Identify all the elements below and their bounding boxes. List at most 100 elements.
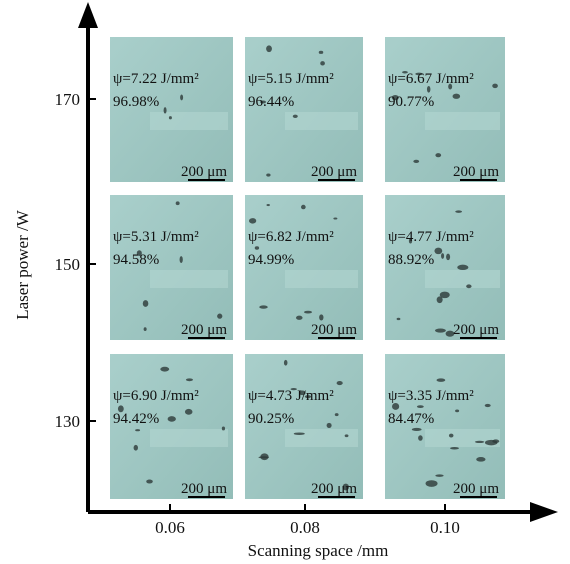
scale-bar-label: 200 μm bbox=[311, 164, 357, 180]
defect bbox=[446, 254, 450, 260]
defect bbox=[260, 453, 268, 460]
stitch-band bbox=[150, 112, 228, 130]
defect bbox=[319, 314, 323, 320]
defect bbox=[185, 409, 193, 415]
energy-label: ψ=3.35 J/mm² bbox=[388, 388, 474, 404]
scale-bar-label: 200 μm bbox=[181, 481, 227, 497]
defect bbox=[160, 367, 169, 372]
y-tick-label: 130 bbox=[55, 412, 81, 431]
defect bbox=[294, 432, 305, 435]
density-label: 94.58% bbox=[113, 252, 159, 268]
defect bbox=[435, 474, 443, 476]
y-axis-title: Laser power /W bbox=[13, 209, 32, 319]
scale-bar-label: 200 μm bbox=[453, 481, 499, 497]
defect bbox=[437, 378, 446, 382]
density-label: 96.98% bbox=[113, 94, 159, 110]
stitch-band bbox=[150, 270, 228, 288]
defect bbox=[180, 256, 183, 263]
defect bbox=[169, 116, 172, 119]
defect bbox=[455, 410, 459, 413]
scale-bar-label: 200 μm bbox=[453, 322, 499, 338]
defect bbox=[134, 445, 138, 451]
defect bbox=[453, 94, 461, 99]
x-tick-label: 0.10 bbox=[430, 518, 460, 537]
defect bbox=[186, 378, 193, 381]
page: ψ=7.22 J/mm² 96.98% 200 μm ψ=5.15 J/mm² 96.4… bbox=[0, 0, 570, 564]
energy-label: ψ=6.67 J/mm² bbox=[388, 71, 474, 87]
density-label: 90.77% bbox=[388, 94, 434, 110]
micrograph: ψ=5.15 J/mm² 96.44% 200 μm bbox=[245, 37, 363, 182]
defect bbox=[259, 305, 267, 308]
micrograph: ψ=4.73 J/mm² 90.25% 200 μm bbox=[245, 354, 363, 499]
defect bbox=[450, 447, 459, 449]
defect bbox=[320, 61, 325, 65]
energy-label: ψ=6.90 J/mm² bbox=[113, 388, 199, 404]
density-label: 90.25% bbox=[248, 411, 294, 427]
density-label: 94.42% bbox=[113, 411, 159, 427]
y-arrow bbox=[78, 2, 98, 28]
density-label: 96.44% bbox=[248, 94, 294, 110]
defect bbox=[435, 329, 446, 333]
defect bbox=[304, 311, 312, 314]
energy-label: ψ=6.82 J/mm² bbox=[248, 229, 334, 245]
energy-label: ψ=4.73 J/mm² bbox=[248, 388, 334, 404]
scale-bar-label: 200 μm bbox=[311, 481, 357, 497]
defect bbox=[337, 381, 343, 385]
defect bbox=[266, 45, 272, 52]
energy-label: ψ=4.77 J/mm² bbox=[388, 229, 474, 245]
defect bbox=[466, 284, 471, 288]
defect bbox=[434, 248, 442, 255]
x-tick-label: 0.08 bbox=[290, 518, 320, 537]
micrograph: ψ=5.31 J/mm² 94.58% 200 μm bbox=[110, 195, 233, 340]
energy-label: ψ=5.31 J/mm² bbox=[113, 229, 199, 245]
y-tick-label: 150 bbox=[55, 255, 81, 274]
energy-label: ψ=5.15 J/mm² bbox=[248, 71, 334, 87]
defect bbox=[426, 480, 438, 487]
defect bbox=[164, 107, 167, 113]
defect bbox=[319, 51, 323, 54]
defect bbox=[335, 413, 339, 416]
scale-bar-label: 200 μm bbox=[453, 164, 499, 180]
defect bbox=[435, 153, 441, 157]
defect bbox=[180, 95, 183, 101]
energy-label: ψ=7.22 J/mm² bbox=[113, 71, 199, 87]
stitch-band bbox=[285, 429, 358, 447]
y-tick-label: 170 bbox=[55, 90, 81, 109]
stitch-band bbox=[425, 112, 500, 130]
scale-bar-label: 200 μm bbox=[181, 164, 227, 180]
defect bbox=[168, 416, 176, 422]
x-arrow bbox=[530, 502, 558, 522]
scale-bar-label: 200 μm bbox=[181, 322, 227, 338]
x-axis-title: Scanning space /mm bbox=[248, 541, 389, 560]
defect bbox=[413, 160, 419, 163]
defect bbox=[255, 246, 259, 249]
defect bbox=[440, 292, 450, 299]
defect bbox=[266, 204, 269, 206]
micrograph: ψ=7.22 J/mm² 96.98% 200 μm bbox=[110, 37, 233, 182]
stitch-band bbox=[285, 270, 358, 288]
defect bbox=[449, 434, 453, 438]
panels: ψ=7.22 J/mm² 96.98% 200 μm ψ=5.15 J/mm² 96.4… bbox=[110, 37, 505, 499]
defect bbox=[176, 201, 180, 205]
defect bbox=[217, 314, 222, 319]
defect bbox=[392, 403, 399, 410]
scale-bar-label: 200 μm bbox=[311, 322, 357, 338]
defect bbox=[412, 428, 422, 431]
defect bbox=[455, 210, 462, 213]
micrograph: ψ=6.90 J/mm² 94.42% 200 μm bbox=[110, 354, 233, 499]
x-tick-label: 0.06 bbox=[155, 518, 185, 537]
defect bbox=[327, 423, 332, 428]
defect bbox=[457, 265, 468, 270]
defect bbox=[146, 480, 153, 484]
defect bbox=[418, 435, 423, 441]
defect bbox=[333, 217, 337, 219]
defect bbox=[135, 429, 140, 431]
defect bbox=[475, 441, 484, 443]
defect bbox=[266, 173, 270, 176]
defect bbox=[492, 439, 499, 443]
defect bbox=[345, 434, 349, 437]
defect bbox=[476, 457, 485, 462]
defect bbox=[249, 218, 256, 223]
